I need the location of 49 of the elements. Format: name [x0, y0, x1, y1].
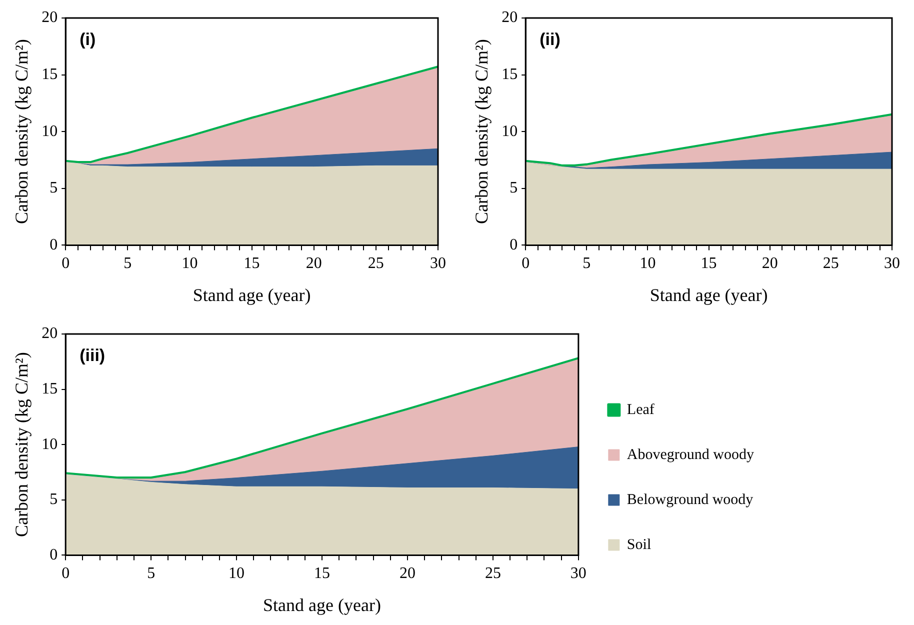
y-axis-title: Carbon density (kg C/m²): [12, 352, 32, 538]
x-tick-label: 20: [306, 255, 322, 272]
y-axis-title: Carbon density (kg C/m²): [472, 39, 492, 224]
y-tick-label: 5: [50, 180, 58, 197]
y-axis-title: Carbon density (kg C/m²): [12, 39, 32, 224]
y-tick-label: 0: [510, 236, 518, 254]
y-tick-label: 20: [42, 9, 58, 26]
x-tick-label: 15: [244, 255, 260, 272]
x-tick-label: 20: [399, 565, 416, 582]
legend-label: Leaf: [626, 402, 654, 418]
y-tick-label: 20: [502, 9, 518, 26]
legend-label: Soil: [626, 536, 652, 553]
y-tick-label: 5: [510, 180, 518, 197]
x-tick-label: 5: [124, 255, 132, 272]
x-tick-label: 5: [147, 565, 156, 582]
y-tick-label: 20: [42, 325, 58, 342]
x-tick-label: 0: [522, 255, 530, 272]
y-tick-label: 10: [42, 122, 58, 140]
text: (i): [80, 30, 96, 50]
x-tick-label: 30: [570, 565, 586, 582]
x-tick-label: 30: [430, 255, 446, 272]
x-tick-label: 15: [314, 565, 330, 582]
x-tick-label: 25: [368, 255, 384, 272]
x-tick-label: 15: [700, 255, 717, 272]
legend-label: Belowground woody: [626, 492, 754, 508]
y-tick-label: 5: [50, 491, 58, 508]
x-tick-label: 25: [484, 565, 501, 582]
text: (iii): [80, 346, 106, 366]
x-tick-label: 10: [182, 255, 198, 272]
x-tick-label: 0: [62, 255, 70, 272]
x-tick-label: 20: [762, 255, 778, 272]
y-tick-label: 10: [502, 122, 518, 140]
x-tick-label: 0: [62, 565, 70, 582]
x-tick-label: 10: [640, 255, 656, 272]
x-tick-label: 5: [582, 255, 591, 272]
x-axis-title: Stand age (year): [192, 284, 311, 305]
y-tick-label: 0: [50, 236, 58, 254]
y-tick-label: 15: [42, 66, 58, 84]
y-tick-label: 15: [502, 66, 518, 84]
x-axis-title: Stand age (year): [263, 594, 381, 615]
y-tick-label: 10: [42, 436, 58, 453]
y-tick-label: 15: [42, 380, 58, 398]
x-tick-label: 30: [884, 255, 900, 272]
text: (ii): [540, 30, 560, 50]
legend-label: Aboveground woody: [626, 446, 754, 463]
x-axis-title: Stand age (year): [650, 284, 768, 305]
y-tick-label: 0: [50, 546, 58, 564]
x-tick-label: 25: [822, 255, 839, 272]
x-tick-label: 10: [228, 565, 245, 582]
